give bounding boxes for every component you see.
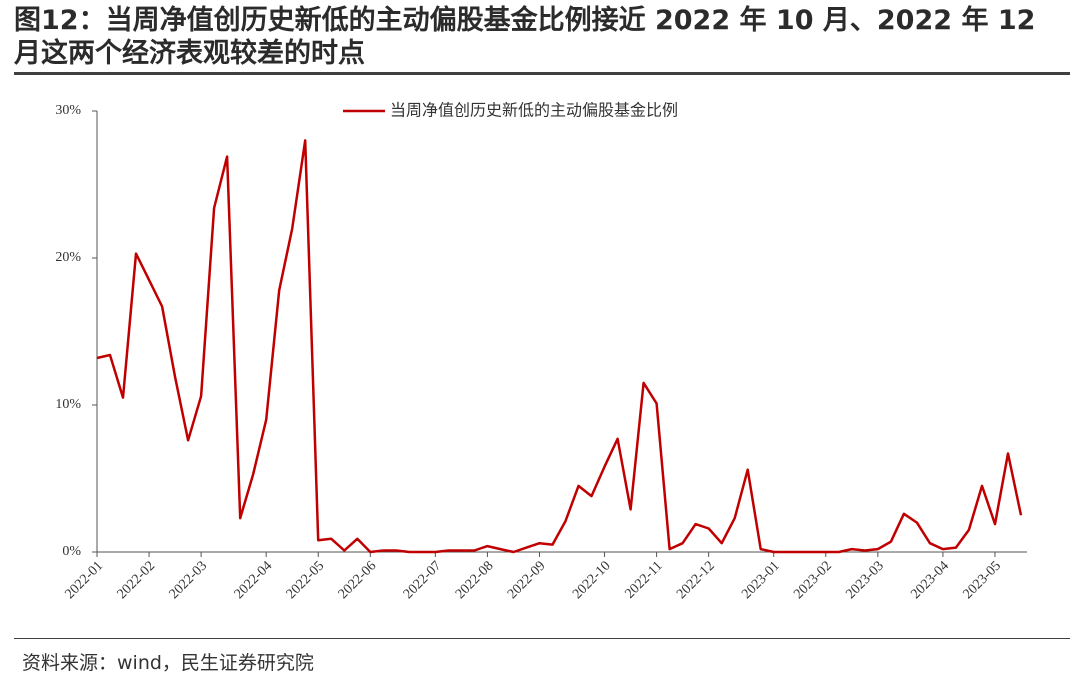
x-tick-label: 2022-03 [167,558,211,602]
legend-label: 当周净值创历史新低的主动偏股基金比例 [390,101,678,120]
x-tick-label: 2022-04 [232,558,276,602]
y-tick-label: 0% [62,544,81,559]
x-tick-label: 2023-03 [843,558,887,602]
x-tick-label: 2022-01 [62,558,106,602]
x-tick-label: 2022-11 [622,558,665,601]
chart: 0%10%20%30%2022-01 2022-02 2022-03 2022-04 2… [55,101,1027,602]
x-tick-label: 2022-06 [336,558,380,602]
x-tick-label: 2022-09 [505,558,549,602]
title-rule [14,72,1070,75]
x-tick-label: 2022-07 [401,558,445,602]
x-tick-label: 2022-02 [115,558,159,602]
x-tick-label: 2022-08 [453,558,497,602]
x-tick-label: 2023-01 [739,558,783,602]
x-tick-label: 2023-02 [791,558,835,602]
x-tick-label: 2022-10 [570,558,614,602]
y-tick-label: 30% [55,103,81,118]
footer-rule [14,638,1070,639]
x-tick-label: 2022-12 [674,558,718,602]
data-line [96,139,1023,554]
y-tick-label: 20% [55,250,81,265]
x-tick-label: 2023-04 [908,558,952,602]
source-note: 资料来源：wind，民生证券研究院 [22,652,314,674]
x-tick-label: 2022-05 [284,558,328,602]
x-tick-label: 2023-05 [960,558,1004,602]
y-tick-label: 10% [55,397,81,412]
chart-title: 图12：当周净值创历史新低的主动偏股基金比例接近 2022 年 10 月、202… [14,5,1036,69]
